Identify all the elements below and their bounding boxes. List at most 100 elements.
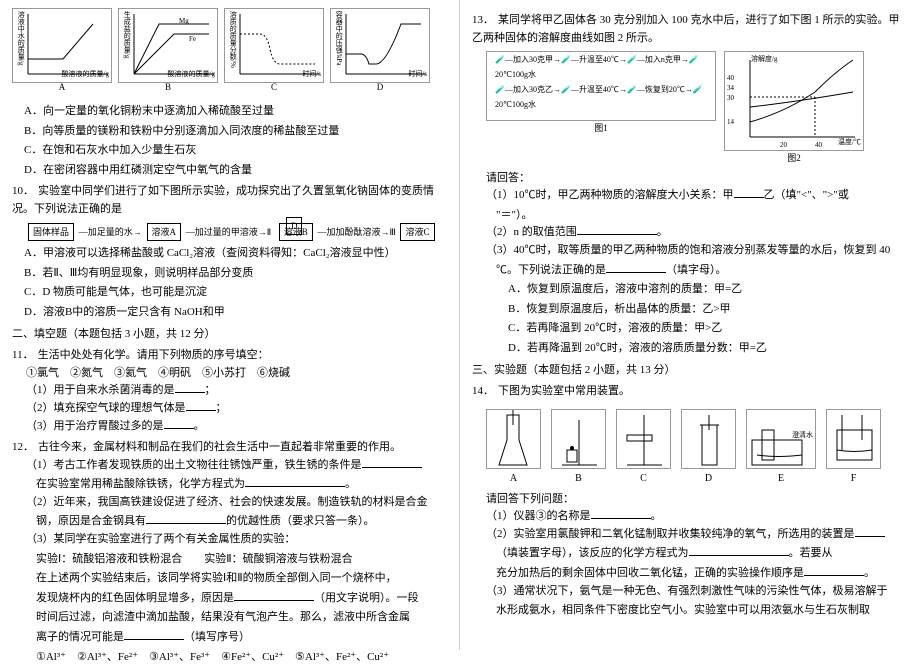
q14-s2d: 充分加热后的剩余固体中回收二氧化锰，正确的实验操作顺序是。	[496, 565, 908, 583]
flow-b4: 溶液C	[400, 223, 434, 241]
q10-D: D．溶液B中的溶质一定只含有 NaOH和甲	[24, 304, 447, 322]
svg-text:20: 20	[780, 141, 788, 149]
q13-ans: 请回答：	[486, 170, 908, 188]
q11-num: 11．	[12, 349, 34, 361]
q10-flow: 固体样品 —加足量的水→ 溶液A —加过量的甲溶液→Ⅱ D 溶液B —加加酚酞溶…	[26, 223, 447, 242]
q12-stem: 古往今来，金属材料和制品在我们的社会生活中一直起着非常重要的作用。	[38, 441, 401, 453]
chart-B-xlabel: 酸溶液的质量/g	[168, 69, 215, 80]
appar-C: C	[616, 409, 671, 487]
q12-s2b: 钢，原因是合金钢具有的优越性质（要求只答一条）。	[36, 513, 447, 531]
q12: 12． 古往今来，金属材料和制品在我们的社会生活中一直起着非常重要的作用。 （1）…	[12, 439, 447, 666]
svg-text:Mg: Mg	[179, 17, 189, 25]
q10-num: 10．	[12, 185, 34, 197]
q13-s1: （1）10℃时，甲乙两种物质的溶解度大小关系：甲乙（填"<"、">"或	[486, 187, 908, 205]
chart-A-xlabel: 酸溶液的质量/g	[62, 69, 109, 80]
q13-B: B．恢复到原温度后，析出晶体的质量：乙>甲	[508, 301, 908, 319]
chart-A: 溶液中水的质量/g 酸溶液的质量/g A	[12, 8, 112, 83]
opt-D: D．在密闭容器中用红磷测定空气中氧气的含量	[24, 162, 447, 180]
chart-D-ylabel: 容器中的压强/kPa	[333, 11, 344, 65]
chart-D: 容器中的压强/kPa 时间/s D	[330, 8, 430, 83]
fig1-label: 图1	[486, 121, 716, 135]
opt-A: A．向一定量的氧化铜粉末中逐滴加入稀硫酸至过量	[24, 103, 447, 121]
q11-s3: （3）用于治疗胃酸过多的是。	[26, 418, 447, 436]
flow-a2: —加过量的甲溶液→Ⅱ	[186, 227, 271, 237]
chart-C-xlabel: 时间/s	[302, 69, 321, 80]
q13-C: C．若再降温到 20℃时，溶液的质量：甲>乙	[508, 320, 908, 338]
q12-s3d: 发现烧杯内的红色固体明显增多，原因是（用文字说明）。一段	[36, 590, 447, 608]
q10-B: B．若Ⅱ、Ⅲ均有明显现象，则说明样品部分变质	[24, 265, 447, 283]
chart-D-label: D	[377, 80, 384, 94]
q13-D: D．若再降温到 20℃时，溶液的溶质质量分数：甲=乙	[508, 340, 908, 358]
appar-A: A	[486, 409, 541, 487]
appar-F: F	[826, 409, 881, 487]
svg-text:34: 34	[727, 84, 735, 92]
left-column: 溶液中水的质量/g 酸溶液的质量/g A Mg Fe 生成盐的质量/g 酸溶液的质…	[0, 0, 460, 650]
q13-diagrams: 🧪—加入30克甲→🧪—升温至40℃→🧪—加入n克甲→🧪 20℃100g水 🧪—加…	[486, 51, 908, 165]
q14-s3b: 水形成氨水，相同条件下密度比空气小。实验室中可以用浓氨水与生石灰制取	[496, 602, 908, 620]
q12-ions: ①Al³⁺ ②Al³⁺、Fe²⁺ ③Al³⁺、Fe³⁺ ④Fe²⁺、Cu²⁺ ⑤…	[36, 649, 447, 666]
chart-B: MgFe 生成盐的质量/g 酸溶液的质量/g B	[118, 8, 218, 83]
q12-s3f: 时间后过滤，向滤渣中滴加盐酸，结果没有气泡产生。那么，滤液中所含金属	[36, 609, 447, 627]
q10-stem: 实验室中同学们进行了如下图所示实验，成功探究出了久置氢氧化钠固体的变质情况。下列…	[12, 185, 434, 215]
svg-text:30: 30	[727, 94, 735, 102]
q13-s3a: （3）40℃时，取等质量的甲乙两种物质的饱和溶液分别蒸发等量的水后，恢复到 40	[486, 242, 908, 260]
q13-fig1: 🧪—加入30克甲→🧪—升温至40℃→🧪—加入n克甲→🧪 20℃100g水 🧪—加…	[486, 51, 716, 165]
q14: 14．下图为实验室中常用装置。 A B C D 澄清水E F 请回答下列问题： …	[472, 383, 908, 620]
q14-s3a: （3）通常状况下，氨气是一种无色、有强烈刺激性气味的污染性气体，极易溶解于	[486, 583, 908, 601]
flow-a1: —加足量的水→	[79, 227, 142, 237]
chart-A-label: A	[59, 80, 66, 94]
flow-a3: —加加酚酞溶液→Ⅲ	[318, 227, 396, 237]
q12-s2a: （2）近年来，我国高铁建设促进了经济、社会的快速发展。制造铁轨的材料是合金	[26, 494, 447, 512]
charts-row: 溶液中水的质量/g 酸溶液的质量/g A Mg Fe 生成盐的质量/g 酸溶液的质…	[12, 8, 447, 83]
opt-C: C．在饱和石灰水中加入少量生石灰	[24, 142, 447, 160]
q12-s3g: 离子的情况可能是（填写序号）	[36, 629, 447, 647]
appar-D: D	[681, 409, 736, 487]
q11-s1: （1）用于自来水杀菌消毒的是；	[26, 382, 447, 400]
svg-text:Fe: Fe	[189, 35, 196, 43]
q11: 11． 生活中处处有化学。请用下列物质的序号填空： ①氯气 ②氮气 ③氦气 ④明矾…	[12, 347, 447, 435]
flow-b2: 溶液A	[147, 223, 182, 241]
chart-B-ylabel: 生成盐的质量/g	[121, 11, 132, 58]
q13-s1c: "＝"）。	[496, 207, 908, 225]
svg-text:14: 14	[727, 118, 735, 126]
apparatus-row: A B C D 澄清水E F	[486, 409, 908, 487]
q12-s1: （1）考古工作者发现铁质的出土文物往往锈蚀严重，铁生锈的条件是	[26, 457, 447, 475]
q13-A: A．恢复到原温度后，溶液中溶剂的质量：甲=乙	[508, 281, 908, 299]
q11-opts: ①氯气 ②氮气 ③氦气 ④明矾 ⑤小苏打 ⑥烧碱	[26, 365, 447, 383]
q14-ans: 请回答下列问题：	[486, 491, 908, 509]
q11-s2: （2）填充探空气球的理想气体是；	[26, 400, 447, 418]
chart-C-label: C	[271, 80, 277, 94]
q14-stem: 下图为实验室中常用装置。	[498, 385, 630, 397]
graph-ylabel: 溶解度/g	[751, 54, 777, 65]
svg-text:40: 40	[815, 141, 823, 149]
q13-fig2: 40 34 30 14 20 40 溶解度/g 温度/℃ 图2	[724, 51, 864, 165]
q13-s3b: ℃。下列说法正确的是（填字母）。	[496, 262, 908, 280]
q14-s2b: （填装置字母），该反应的化学方程式为。若要从	[496, 545, 908, 563]
q14-s1: （1）仪器③的名称是。	[486, 508, 908, 526]
section-2: 二、填空题（本题包括 3 小题，共 12 分）	[12, 326, 447, 344]
chart-D-xlabel: 时间/s	[408, 69, 427, 80]
flow-b1: 固体样品	[28, 223, 74, 241]
q12-s1b: 在实验室常用稀盐酸除铁锈，化学方程式为。	[36, 476, 447, 494]
q11-stem: 生活中处处有化学。请用下列物质的序号填空：	[38, 349, 269, 361]
q14-num: 14．	[472, 385, 494, 397]
q13: 13．某同学将甲乙固体各 30 克分别加入 100 克水中后，进行了如下图 1 …	[472, 12, 908, 358]
q13-num: 13．	[472, 14, 494, 26]
q12-s3b: 实验Ⅰ：硫酸铝溶液和铁粉混合 实验Ⅱ：硫酸铜溶液与铁粉混合	[36, 551, 447, 569]
q13-stem: 某同学将甲乙固体各 30 克分别加入 100 克水中后，进行了如下图 1 所示的…	[472, 14, 900, 44]
right-column: 13．某同学将甲乙固体各 30 克分别加入 100 克水中后，进行了如下图 1 …	[460, 0, 920, 650]
appar-E: 澄清水E	[746, 409, 816, 487]
chart-A-ylabel: 溶液中水的质量/g	[15, 11, 26, 65]
svg-text:40: 40	[727, 74, 735, 82]
section-3: 三、实验题（本题包括 2 小题，共 13 分）	[472, 362, 908, 380]
q10-C: C．D 物质可能是气体，也可能是沉淀	[24, 284, 447, 302]
chart-C-ylabel: 溶质的质量分数/%	[227, 11, 238, 68]
fig2-label: 图2	[724, 151, 864, 165]
flow-extra: D	[286, 217, 303, 235]
q12-s3a: （3）某同学在实验室进行了两个有关金属性质的实验：	[26, 531, 447, 549]
q10-A: A．甲溶液可以选择稀盐酸或 CaCl₂溶液（查阅资料得知：CaCl₂溶液显中性）	[24, 245, 447, 263]
q12-num: 12．	[12, 441, 34, 453]
opt-B: B．向等质量的镁粉和铁粉中分别逐滴加入同浓度的稀盐酸至过量	[24, 123, 447, 141]
graph-xlabel: 温度/℃	[838, 137, 861, 148]
q12-s3c: 在上述两个实验结束后，该同学将实验Ⅰ和Ⅱ的物质全部倒入同一个烧杯中，	[36, 570, 447, 588]
